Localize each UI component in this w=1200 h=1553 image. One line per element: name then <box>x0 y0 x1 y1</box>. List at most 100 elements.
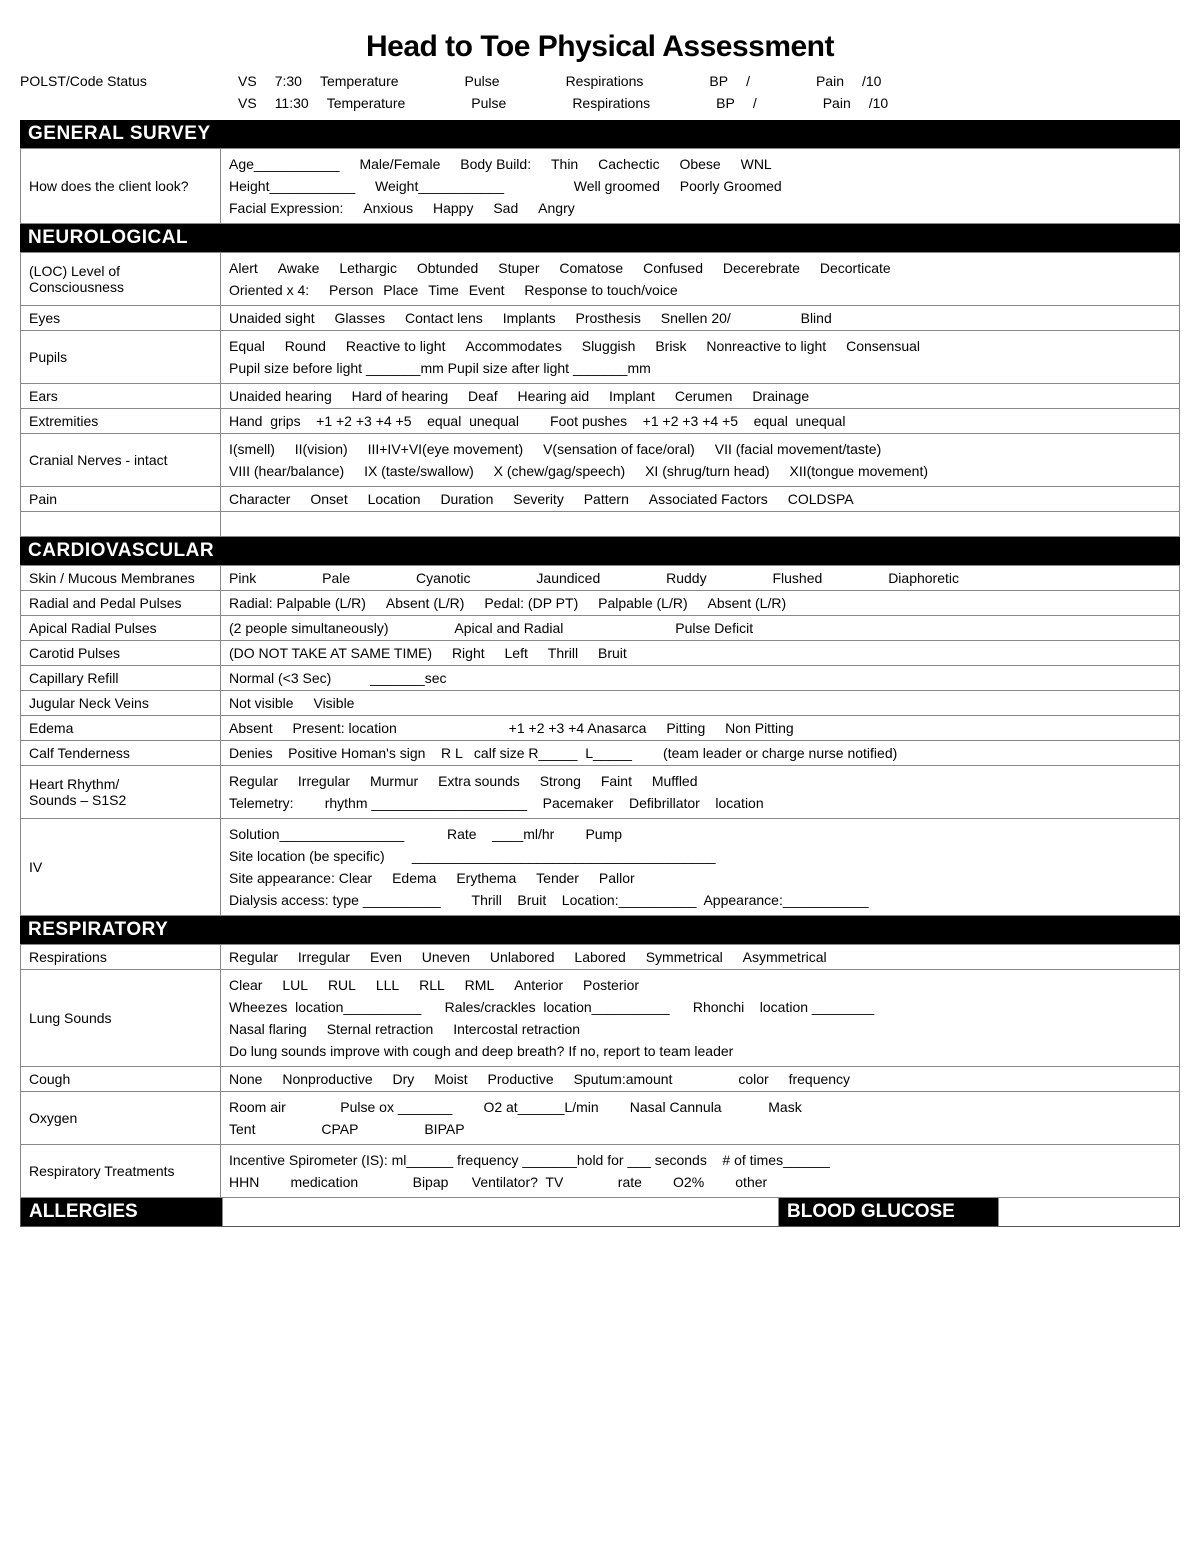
radial-pedal-label: Radial and Pedal Pulses <box>21 591 221 616</box>
lung-sounds-label: Lung Sounds <box>21 970 221 1067</box>
happy: Happy <box>433 200 473 216</box>
heart-label: Heart Rhythm/ Sounds – S1S2 <box>21 766 221 819</box>
awake: Awake <box>278 260 320 276</box>
resp-treatments-content: Incentive Spirometer (IS): ml______ freq… <box>221 1145 1180 1198</box>
age: Age___________ <box>229 156 340 172</box>
tent: Tent <box>229 1121 255 1137</box>
extremities-content: Hand grips +1 +2 +3 +4 +5 equal unequal … <box>221 409 1180 434</box>
well-groomed: Well groomed <box>574 178 660 194</box>
loc-content: Alert Awake Lethargic Obtunded Stuper Co… <box>221 253 1180 306</box>
cn-viii: VIII (hear/balance) <box>229 463 344 479</box>
irregular: Irregular <box>298 773 350 789</box>
weight: Weight___________ <box>375 178 504 194</box>
carotid-content: (DO NOT TAKE AT SAME TIME) Right Left Th… <box>221 641 1180 666</box>
allergies-header: ALLERGIES <box>21 1198 223 1226</box>
jugular-label: Jugular Neck Veins <box>21 691 221 716</box>
carotid-left: Left <box>505 645 528 661</box>
blank-label <box>21 512 221 537</box>
pulse-label-2: Pulse <box>471 95 506 111</box>
cn-xi: XI (shrug/turn head) <box>645 463 770 479</box>
murmur: Murmur <box>370 773 418 789</box>
jugular-content: Not visible Visible <box>221 691 1180 716</box>
radial-absent: Absent (L/R) <box>386 595 465 611</box>
angry: Angry <box>538 200 575 216</box>
asymmetrical: Asymmetrical <box>743 949 827 965</box>
pallor: Pallor <box>599 870 635 886</box>
duration: Duration <box>440 491 493 507</box>
cardio-table: Skin / Mucous Membranes Pink Pale Cyanot… <box>20 565 1180 916</box>
cpap: CPAP <box>321 1121 358 1137</box>
two-people: (2 people simultaneously) <box>229 620 389 636</box>
rll: RLL <box>419 977 445 993</box>
page-title: Head to Toe Physical Assessment <box>20 30 1180 64</box>
tender: Tender <box>536 870 579 886</box>
cranial-label: Cranial Nerves - intact <box>21 434 221 487</box>
erythema: Erythema <box>456 870 516 886</box>
pain-10: /10 <box>862 73 881 89</box>
resp-label: Respirations <box>566 73 644 89</box>
extra-sounds: Extra sounds <box>438 773 520 789</box>
body-build: Body Build: <box>460 156 531 172</box>
assoc-factors: Associated Factors <box>649 491 768 507</box>
carotid-label: Carotid Pulses <box>21 641 221 666</box>
section-neuro: NEUROLOGICAL <box>20 224 1180 252</box>
person: Person <box>329 282 373 298</box>
color: color <box>738 1071 768 1087</box>
carotid-note: (DO NOT TAKE AT SAME TIME) <box>229 645 432 661</box>
strong: Strong <box>540 773 581 789</box>
edema-present: Present: location <box>292 720 396 736</box>
facial-expression: Facial Expression: <box>229 200 343 216</box>
radial-palpable: Radial: Palpable (L/R) <box>229 595 366 611</box>
edema-label: Edema <box>21 716 221 741</box>
hard-hearing: Hard of hearing <box>352 388 449 404</box>
carotid-thrill: Thrill <box>548 645 578 661</box>
radial-pedal-content: Radial: Palpable (L/R) Absent (L/R) Peda… <box>221 591 1180 616</box>
blind: Blind <box>801 310 832 326</box>
decerebrate: Decerebrate <box>723 260 800 276</box>
glasses: Glasses <box>335 310 386 326</box>
glucose-header: BLOOD GLUCOSE <box>779 1198 999 1226</box>
unaided-sight: Unaided sight <box>229 310 315 326</box>
apical-radial: Apical and Radial <box>454 620 563 636</box>
rul: RUL <box>328 977 356 993</box>
neuro-table: (LOC) Level of Consciousness Alert Awake… <box>20 252 1180 537</box>
apical-label: Apical Radial Pulses <box>21 616 221 641</box>
cn-ii: II(vision) <box>295 441 348 457</box>
glucose-cell <box>999 1198 1179 1226</box>
productive: Productive <box>488 1071 554 1087</box>
hearing-aid: Hearing aid <box>518 388 590 404</box>
calf-label: Calf Tenderness <box>21 741 221 766</box>
diaphoretic: Diaphoretic <box>888 570 959 586</box>
edema-content: Absent Present: location +1 +2 +3 +4 Ana… <box>221 716 1180 741</box>
lll: LLL <box>376 977 399 993</box>
resp-table: Respirations Regular Irregular Even Unev… <box>20 944 1180 1198</box>
section-resp: RESPIRATORY <box>20 916 1180 944</box>
cn-ix: IX (taste/swallow) <box>364 463 474 479</box>
pain-label-2: Pain <box>823 95 851 111</box>
flushed: Flushed <box>772 570 822 586</box>
resp-treatments-label: Respiratory Treatments <box>21 1145 221 1198</box>
pale: Pale <box>322 570 350 586</box>
temp-label-2: Temperature <box>327 95 406 111</box>
iv-label: IV <box>21 819 221 916</box>
cn-vii: VII (facial movement/taste) <box>715 441 882 457</box>
vs-label-2: VS <box>238 95 257 111</box>
hhn: HHN medication Bipap Ventilator? TV rate… <box>229 1171 1171 1193</box>
pain-label: Pain <box>816 73 844 89</box>
cn-x: X (chew/gag/speech) <box>494 463 626 479</box>
skin-label: Skin / Mucous Membranes <box>21 566 221 591</box>
cn-iii: III+IV+VI(eye movement) <box>368 441 524 457</box>
cough-label: Cough <box>21 1067 221 1092</box>
non-pitting: Non Pitting <box>725 720 793 736</box>
anterior: Anterior <box>514 977 563 993</box>
lung-sounds-content: Clear LUL RUL LLL RLL RML Anterior Poste… <box>221 970 1180 1067</box>
iv-content: Solution________________ Rate ____ml/hr … <box>221 819 1180 916</box>
unaided-hearing: Unaided hearing <box>229 388 332 404</box>
not-visible: Not visible <box>229 695 294 711</box>
pink: Pink <box>229 570 256 586</box>
bp-slash-2: / <box>753 95 757 111</box>
pupils-label: Pupils <box>21 331 221 384</box>
respirations-label: Respirations <box>21 945 221 970</box>
pulse-deficit: Pulse Deficit <box>675 620 753 636</box>
pitting: Pitting <box>666 720 705 736</box>
